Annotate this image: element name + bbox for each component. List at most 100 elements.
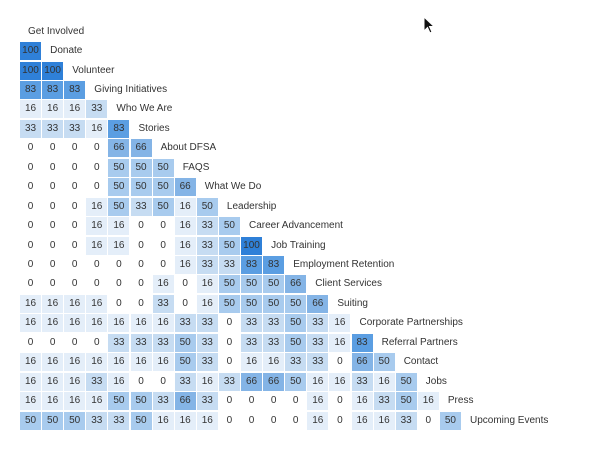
matrix-cell: 50 [152, 178, 174, 197]
matrix-cell: 16 [42, 294, 64, 313]
matrix-cell: 83 [263, 255, 285, 274]
matrix-cell: 0 [42, 197, 64, 216]
matrix-cell: 50 [373, 353, 395, 372]
matrix-cell: 16 [174, 411, 196, 430]
matrix-cell: 16 [329, 314, 351, 333]
matrix-cell: 50 [130, 411, 152, 430]
matrix-cell: 16 [108, 372, 130, 391]
row-label-who-we-are: Who We Are [116, 103, 173, 115]
matrix-cell: 0 [20, 275, 41, 294]
matrix-cell: 0 [152, 255, 174, 274]
matrix-cell: 33 [218, 255, 240, 274]
matrix-cell: 16 [152, 411, 174, 430]
matrix-cell: 50 [108, 392, 130, 411]
matrix-cell: 66 [174, 392, 196, 411]
matrix-cell: 0 [130, 294, 152, 313]
matrix-cell: 0 [329, 411, 351, 430]
matrix-cell: 16 [20, 294, 41, 313]
matrix-cell: 16 [130, 314, 152, 333]
matrix-cell: 16 [196, 275, 218, 294]
matrix-cell: 50 [395, 392, 417, 411]
matrix-cell: 16 [108, 217, 130, 235]
matrix-cell: 16 [152, 314, 174, 333]
matrix-cell: 33 [395, 411, 417, 430]
matrix-cell: 16 [329, 333, 351, 352]
matrix-cell: 33 [196, 236, 218, 255]
matrix-cell: 0 [86, 178, 108, 197]
matrix-cell: 50 [130, 158, 152, 177]
matrix-cell: 0 [64, 217, 86, 235]
row-label-career-advancement: Career Advancement [249, 220, 343, 231]
matrix-cell: 16 [86, 217, 108, 235]
row-label-suiting: Suiting [337, 297, 368, 309]
matrix-cell: 0 [64, 139, 86, 158]
matrix-cell: 33 [42, 119, 64, 138]
matrix-cell: 66 [285, 275, 307, 294]
matrix-cell: 50 [152, 197, 174, 216]
matrix-cell: 0 [241, 411, 262, 430]
matrix-cell: 0 [20, 178, 41, 197]
matrix-cell: 16 [42, 100, 64, 119]
matrix-cell: 33 [263, 333, 285, 352]
matrix-cell: 16 [86, 392, 108, 411]
matrix-cell: 0 [285, 411, 307, 430]
matrix-cell: 16 [152, 353, 174, 372]
matrix-cell: 33 [241, 314, 262, 333]
matrix-cell: 0 [174, 294, 196, 313]
matrix-cell: 33 [174, 314, 196, 333]
matrix-cell: 16 [351, 411, 373, 430]
matrix-cell: 33 [196, 353, 218, 372]
matrix-cell: 16 [86, 119, 108, 138]
matrix-cell: 0 [64, 275, 86, 294]
matrix-cell: 16 [263, 353, 285, 372]
row-label-faqs: FAQS [182, 161, 210, 173]
matrix-cell: 16 [196, 294, 218, 313]
matrix-cell: 50 [152, 158, 174, 177]
matrix-cell: 16 [20, 100, 41, 119]
matrix-cell: 0 [20, 236, 41, 255]
matrix-cell: 0 [86, 275, 108, 294]
matrix-cell: 0 [20, 255, 41, 274]
matrix-cell: 16 [42, 314, 64, 333]
matrix-cell: 100 [20, 42, 41, 60]
matrix-cell: 0 [285, 392, 307, 411]
row-label-get-involved: Get Involved [28, 26, 85, 37]
matrix-cell: 33 [130, 197, 152, 216]
matrix-cell: 0 [64, 255, 86, 274]
matrix-cell: 0 [42, 139, 64, 158]
row-label-upcoming-events: Upcoming Events [470, 414, 549, 426]
matrix-cell: 50 [241, 294, 262, 313]
matrix-cell: 0 [20, 139, 41, 158]
matrix-cell: 33 [152, 294, 174, 313]
row-label-job-training: Job Training [271, 239, 326, 251]
matrix-cell: 16 [196, 411, 218, 430]
matrix-cell: 50 [285, 314, 307, 333]
matrix-cell: 0 [42, 178, 64, 197]
matrix-cell: 16 [86, 197, 108, 216]
matrix-cell: 50 [218, 275, 240, 294]
matrix-cell: 0 [218, 353, 240, 372]
matrix-cell: 33 [196, 314, 218, 333]
matrix-cell: 16 [42, 392, 64, 411]
matrix-cell: 16 [20, 314, 41, 333]
matrix-cell: 33 [373, 392, 395, 411]
matrix-cell: 50 [42, 411, 64, 430]
matrix-cell: 50 [285, 372, 307, 391]
matrix-cell: 66 [174, 178, 196, 197]
matrix-cell: 50 [263, 275, 285, 294]
matrix-cell: 50 [285, 333, 307, 352]
matrix-cell: 16 [196, 372, 218, 391]
matrix-cell: 16 [174, 197, 196, 216]
matrix-cell: 0 [152, 236, 174, 255]
matrix-cell: 16 [307, 392, 329, 411]
matrix-cell: 16 [20, 353, 41, 372]
matrix-cell: 50 [263, 294, 285, 313]
matrix-cell: 16 [152, 275, 174, 294]
matrix-cell: 33 [20, 119, 41, 138]
matrix-cell: 50 [130, 392, 152, 411]
matrix-cell: 16 [307, 411, 329, 430]
matrix-cell: 33 [130, 333, 152, 352]
matrix-cell: 0 [241, 392, 262, 411]
matrix-cell: 50 [174, 333, 196, 352]
matrix-cell: 33 [307, 314, 329, 333]
